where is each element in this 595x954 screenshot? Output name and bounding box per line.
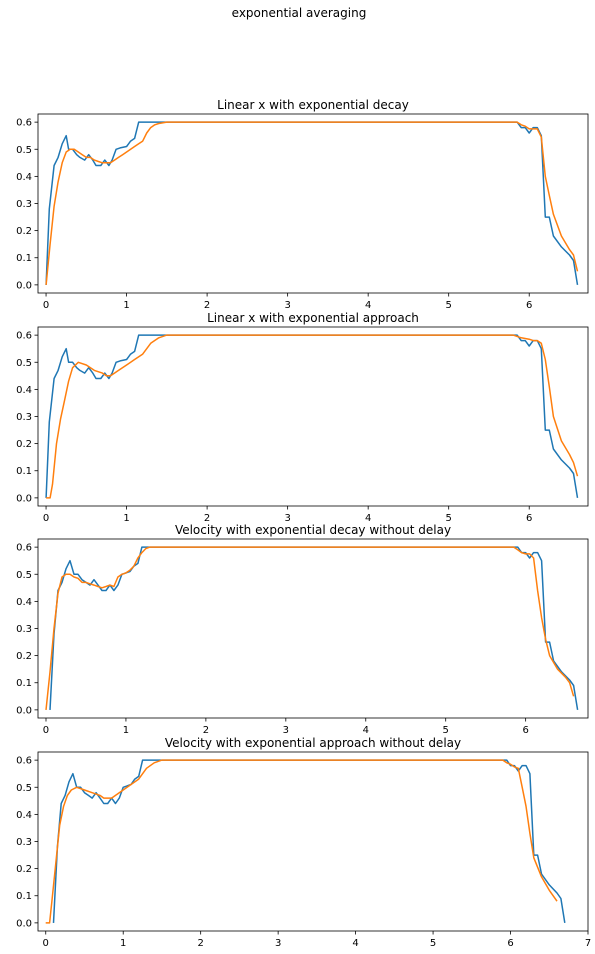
- y-tick-label: 0.1: [16, 253, 32, 264]
- x-tick-label: 4: [352, 938, 358, 949]
- figure-title: exponential averaging: [232, 6, 367, 20]
- x-tick-label: 6: [507, 938, 513, 949]
- y-tick-label: 0.4: [16, 385, 32, 396]
- y-tick-label: 0.2: [16, 439, 32, 450]
- y-tick-label: 0.5: [16, 358, 32, 369]
- y-tick-label: 0.4: [16, 597, 32, 608]
- chart-panel-3: Velocity with exponential decay without …: [16, 523, 589, 736]
- x-tick-label: 3: [275, 938, 281, 949]
- x-tick-label: 5: [446, 300, 452, 311]
- x-tick-label: 1: [123, 513, 129, 524]
- chart-title: Linear x with exponential decay: [217, 98, 409, 112]
- x-tick-label: 4: [365, 300, 371, 311]
- chart-panel-4: Velocity with exponential approach witho…: [16, 736, 591, 949]
- y-tick-label: 0.3: [16, 624, 32, 635]
- x-tick-label: 2: [204, 300, 210, 311]
- chart-title: Velocity with exponential decay without …: [175, 523, 451, 537]
- y-tick-label: 0.6: [16, 118, 32, 129]
- x-tick-label: 4: [365, 513, 371, 524]
- series-line-2: [45, 759, 558, 924]
- x-tick-label: 3: [284, 300, 290, 311]
- x-tick-label: 4: [363, 725, 369, 736]
- x-tick-label: 0: [43, 938, 49, 949]
- x-tick-label: 0: [43, 725, 49, 736]
- x-tick-label: 1: [123, 300, 129, 311]
- y-tick-label: 0.6: [16, 331, 32, 342]
- y-tick-label: 0.0: [16, 918, 32, 929]
- chart-title: Linear x with exponential approach: [207, 311, 419, 325]
- y-tick-label: 0.1: [16, 891, 32, 902]
- y-tick-label: 0.3: [16, 837, 32, 848]
- x-tick-label: 5: [446, 513, 452, 524]
- y-tick-label: 0.0: [16, 493, 32, 504]
- y-tick-label: 0.1: [16, 466, 32, 477]
- x-tick-label: 0: [43, 300, 49, 311]
- y-tick-label: 0.0: [16, 705, 32, 716]
- chart-panel-2: Linear x with exponential approach 0 1 2 3 4 5…: [16, 311, 589, 524]
- x-tick-label: 5: [443, 725, 449, 736]
- series-line-2: [45, 546, 575, 710]
- x-tick-label: 2: [197, 938, 203, 949]
- y-tick-label: 0.5: [16, 570, 32, 581]
- y-tick-label: 0.2: [16, 864, 32, 875]
- y-tick-label: 0.2: [16, 226, 32, 237]
- x-tick-label: 3: [284, 513, 290, 524]
- y-tick-label: 0.5: [16, 783, 32, 794]
- x-tick-label: 7: [585, 938, 591, 949]
- x-tick-label: 6: [526, 513, 532, 524]
- x-tick-label: 3: [283, 725, 289, 736]
- y-tick-label: 0.4: [16, 172, 32, 183]
- y-tick-label: 0.4: [16, 810, 32, 821]
- x-tick-label: 2: [203, 725, 209, 736]
- y-tick-label: 0.5: [16, 145, 32, 156]
- series-line-2: [46, 334, 579, 499]
- chart-panel-1: Linear x with exponential decay 0 1 2 3 4 5 6 0.…: [16, 98, 589, 311]
- x-tick-label: 0: [43, 513, 49, 524]
- y-tick-label: 0.6: [16, 543, 32, 554]
- x-tick-label: 6: [522, 725, 528, 736]
- x-tick-label: 2: [204, 513, 210, 524]
- y-tick-label: 0.6: [16, 756, 32, 767]
- y-tick-label: 0.1: [16, 678, 32, 689]
- series-line-2: [45, 121, 579, 285]
- x-tick-label: 1: [123, 725, 129, 736]
- x-tick-label: 5: [430, 938, 436, 949]
- y-tick-label: 0.3: [16, 199, 32, 210]
- x-tick-label: 6: [526, 300, 532, 311]
- y-tick-label: 0.2: [16, 651, 32, 662]
- y-tick-label: 0.3: [16, 412, 32, 423]
- x-tick-label: 1: [120, 938, 126, 949]
- y-tick-label: 0.0: [16, 280, 32, 291]
- subplot-stack: Linear x with exponential decay 0 1 2 3 4 5 6 0.…: [16, 98, 591, 949]
- chart-title: Velocity with exponential approach witho…: [165, 736, 461, 750]
